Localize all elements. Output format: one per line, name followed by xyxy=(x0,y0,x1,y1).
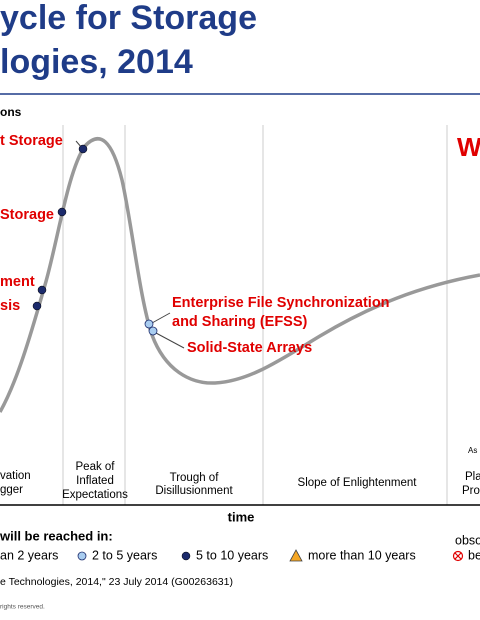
leader xyxy=(151,312,171,324)
legend-symbol xyxy=(452,550,464,562)
tech-label: Solid-State Arrays xyxy=(187,340,312,356)
rights: rights reserved. xyxy=(0,604,45,611)
legend-item: obso xyxy=(455,533,480,547)
x-axis-label: time xyxy=(228,509,255,524)
title-line: ycle for Storage xyxy=(0,0,257,37)
y-axis-label: ons xyxy=(0,105,22,119)
legend-symbol xyxy=(77,551,87,561)
tech-label: Storage xyxy=(0,207,54,223)
phase-label: Pla xyxy=(465,471,480,483)
phase-label: Pro xyxy=(462,485,480,497)
tech-dot xyxy=(37,285,47,295)
hype-curve xyxy=(0,137,480,413)
tech-label: Enterprise File Synchronization xyxy=(172,295,390,311)
phase-label: vation xyxy=(0,470,31,482)
legend-item: more than 10 years xyxy=(308,548,416,562)
legend-item: 5 to 10 years xyxy=(196,548,268,562)
legend-symbol xyxy=(289,549,303,562)
legend-item: befor xyxy=(468,548,480,562)
phase-label: Slope of Enlightenment xyxy=(298,477,418,489)
phase-label: Expectations xyxy=(62,489,128,501)
source: e Technologies, 2014," 23 July 2014 (G00… xyxy=(0,576,233,588)
tech-dot xyxy=(57,207,67,217)
tech-label: and Sharing (EFSS) xyxy=(172,314,308,330)
phase-label: Peak of xyxy=(76,461,116,473)
as-of: As xyxy=(468,446,477,455)
tech-label: sis xyxy=(0,298,20,314)
tech-label: t Storage xyxy=(0,133,63,149)
tech-label: ment xyxy=(0,274,35,290)
tech-dot xyxy=(78,144,88,154)
leader xyxy=(155,332,185,349)
tech-dot xyxy=(32,301,42,311)
legend-item: 2 to 5 years xyxy=(92,548,157,562)
legend-item: an 2 years xyxy=(0,548,58,562)
phase-label: Trough of xyxy=(170,472,220,484)
phase-label: Inflated xyxy=(76,475,114,487)
tech-dot xyxy=(148,326,158,336)
legend-title: will be reached in: xyxy=(0,528,113,543)
legend-symbol xyxy=(181,551,191,561)
title-line: logies, 2014 xyxy=(0,43,193,81)
watermark: W xyxy=(457,132,480,162)
tech-dot xyxy=(144,319,154,329)
phase-label: gger xyxy=(0,484,23,496)
phase-label: Disillusionment xyxy=(155,485,233,497)
